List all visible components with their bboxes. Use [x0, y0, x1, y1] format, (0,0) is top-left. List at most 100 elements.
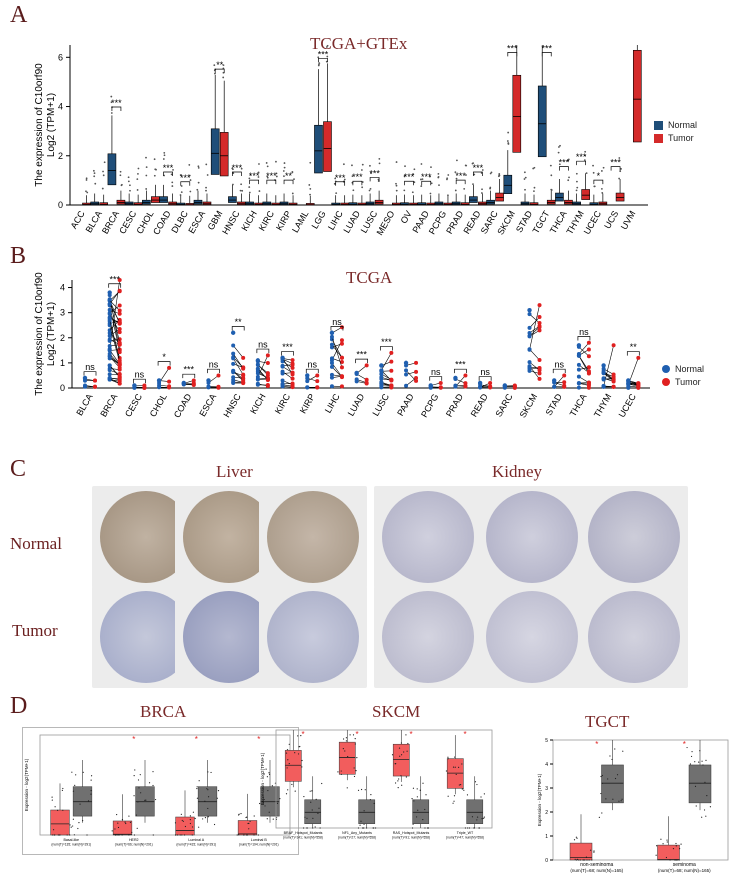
- b-sig-bracket: [157, 361, 171, 366]
- legend-b-tumor-label: Tumor: [675, 377, 701, 387]
- a-normal-outlier: [403, 175, 406, 178]
- chartD2-normal-point: [480, 796, 482, 798]
- panel-d-tgct-title: TGCT: [585, 712, 630, 731]
- b-sig-label: **: [630, 342, 638, 352]
- a-tumor-outlier: [291, 192, 294, 195]
- b-xtick-label: THYM: [592, 392, 613, 419]
- b-sig-bracket: [281, 351, 294, 356]
- b-normal-dot: [107, 356, 112, 361]
- a-tumor-box: [512, 74, 522, 153]
- b-tumor-dot: [290, 370, 295, 375]
- a-sig-bracket: [507, 52, 518, 57]
- a-normal-outlier: [145, 166, 148, 169]
- chartD2-tumor-point: [342, 748, 344, 750]
- a-tumor-outlier: [137, 167, 140, 170]
- chartD2-normal-point: [411, 827, 414, 829]
- a-normal-outlier: [489, 186, 492, 189]
- b-normal-max: [305, 373, 310, 378]
- chartD1-normal-point: [154, 798, 157, 801]
- chartD2-tumor-point: [447, 795, 449, 797]
- b-tumor-dot: [241, 366, 246, 371]
- chartD1-tumor-point: [253, 815, 255, 817]
- chartD1-normal-point: [207, 796, 210, 798]
- legend-b-tumor-dot: [662, 378, 670, 386]
- a-tumor-box: [581, 189, 590, 200]
- a-normal-outlier: [93, 175, 96, 178]
- a-normal-box: [417, 202, 427, 206]
- b-pair-line: [232, 353, 244, 369]
- chartD1-normal-point: [262, 796, 265, 798]
- a-sig-bracket: [180, 181, 191, 186]
- b-tumor-dot: [117, 361, 122, 366]
- a-ytick-label: 0: [58, 200, 63, 210]
- a-tumor-outlier: [395, 182, 397, 185]
- b-tumor-dot: [315, 385, 320, 390]
- b-normal-max: [403, 360, 409, 366]
- chartD1-normal-point: [148, 782, 151, 784]
- b-tumor-dot: [537, 376, 542, 381]
- chartD3-normal-point: [618, 800, 620, 802]
- b-pair-line: [331, 362, 343, 377]
- chartD1-tumor-point: [62, 787, 64, 790]
- b-normal-dot: [576, 362, 581, 367]
- a-sig-bracket: [473, 171, 483, 177]
- a-normal-outlier: [249, 173, 252, 176]
- a-tumor-outlier: [619, 170, 622, 173]
- chartD2-tumor-point: [349, 734, 351, 736]
- chartD1-tumor-point: [189, 815, 192, 817]
- a-normal-box: [537, 85, 547, 158]
- chartD1-tumor-point: [69, 824, 71, 826]
- legend-a: Normal Tumor: [654, 120, 697, 146]
- a-normal-outlier: [180, 191, 183, 194]
- a-normal-box: [348, 202, 358, 206]
- chartD1-tumor-point: [121, 818, 124, 821]
- chartD1-tumor-point: [121, 834, 123, 836]
- a-tumor-outlier: [550, 189, 553, 191]
- a-sig-label: ***: [335, 173, 346, 183]
- chartD3-ytick-label: 0: [545, 858, 548, 864]
- chartD3-n-label: (num(T)=68; num(N)=165): [658, 868, 711, 873]
- chartD2-normal-box: [466, 799, 484, 824]
- chartD1-tumor-point: [124, 821, 126, 823]
- b-normal-dot: [379, 369, 384, 374]
- a-normal-outlier: [558, 163, 561, 166]
- chartD2-tumor-point: [391, 754, 394, 756]
- chartD2-normal-point: [365, 827, 368, 829]
- b-normal-max: [280, 355, 285, 361]
- a-normal-outlier: [507, 131, 510, 134]
- a-normal-outlier: [110, 101, 113, 104]
- a-sig-bracket: [455, 179, 466, 185]
- a-normal-outlier: [438, 184, 440, 187]
- b-normal-dot: [107, 351, 112, 356]
- a-xtick-label: ESCA: [186, 209, 207, 235]
- a-normal-outlier: [318, 63, 320, 66]
- a-normal-box: [331, 202, 340, 206]
- a-normal-outlier: [454, 189, 457, 192]
- chartD2-n-label: (num(T)=91; num(N)=558): [392, 836, 430, 840]
- chartD2-normal-box: [412, 799, 430, 824]
- chartD1-tumor-point: [66, 834, 68, 836]
- chartD2-normal-point: [424, 827, 426, 829]
- a-normal-box: [228, 196, 237, 203]
- b-normal-dot: [527, 325, 532, 330]
- chartD1-tumor-point: [194, 817, 196, 820]
- a-xtick-label: UCS: [602, 209, 620, 230]
- a-sig-bracket: [249, 179, 259, 185]
- b-sig-bracket: [330, 326, 344, 331]
- chartD2-tumor-point: [287, 789, 289, 791]
- chartD1-tumor-point: [240, 812, 242, 815]
- b-xtick-label: ESCA: [197, 392, 218, 418]
- chartD3-normal-point: [601, 782, 603, 785]
- a-normal-outlier: [368, 189, 371, 192]
- a-tumor-outlier: [361, 163, 364, 166]
- b-xtick-label: SKCM: [518, 392, 540, 420]
- b-normal-dot: [107, 368, 112, 373]
- chartD2-normal-point: [412, 787, 415, 789]
- b-normal-dot: [231, 381, 236, 386]
- b-tumor-dot: [586, 369, 591, 374]
- chartD1-normal-point: [198, 826, 200, 828]
- a-tumor-outlier: [600, 187, 603, 190]
- b-sig-bracket: [108, 283, 122, 288]
- a-normal-outlier: [421, 178, 424, 181]
- b-sig-label: ***: [109, 274, 120, 284]
